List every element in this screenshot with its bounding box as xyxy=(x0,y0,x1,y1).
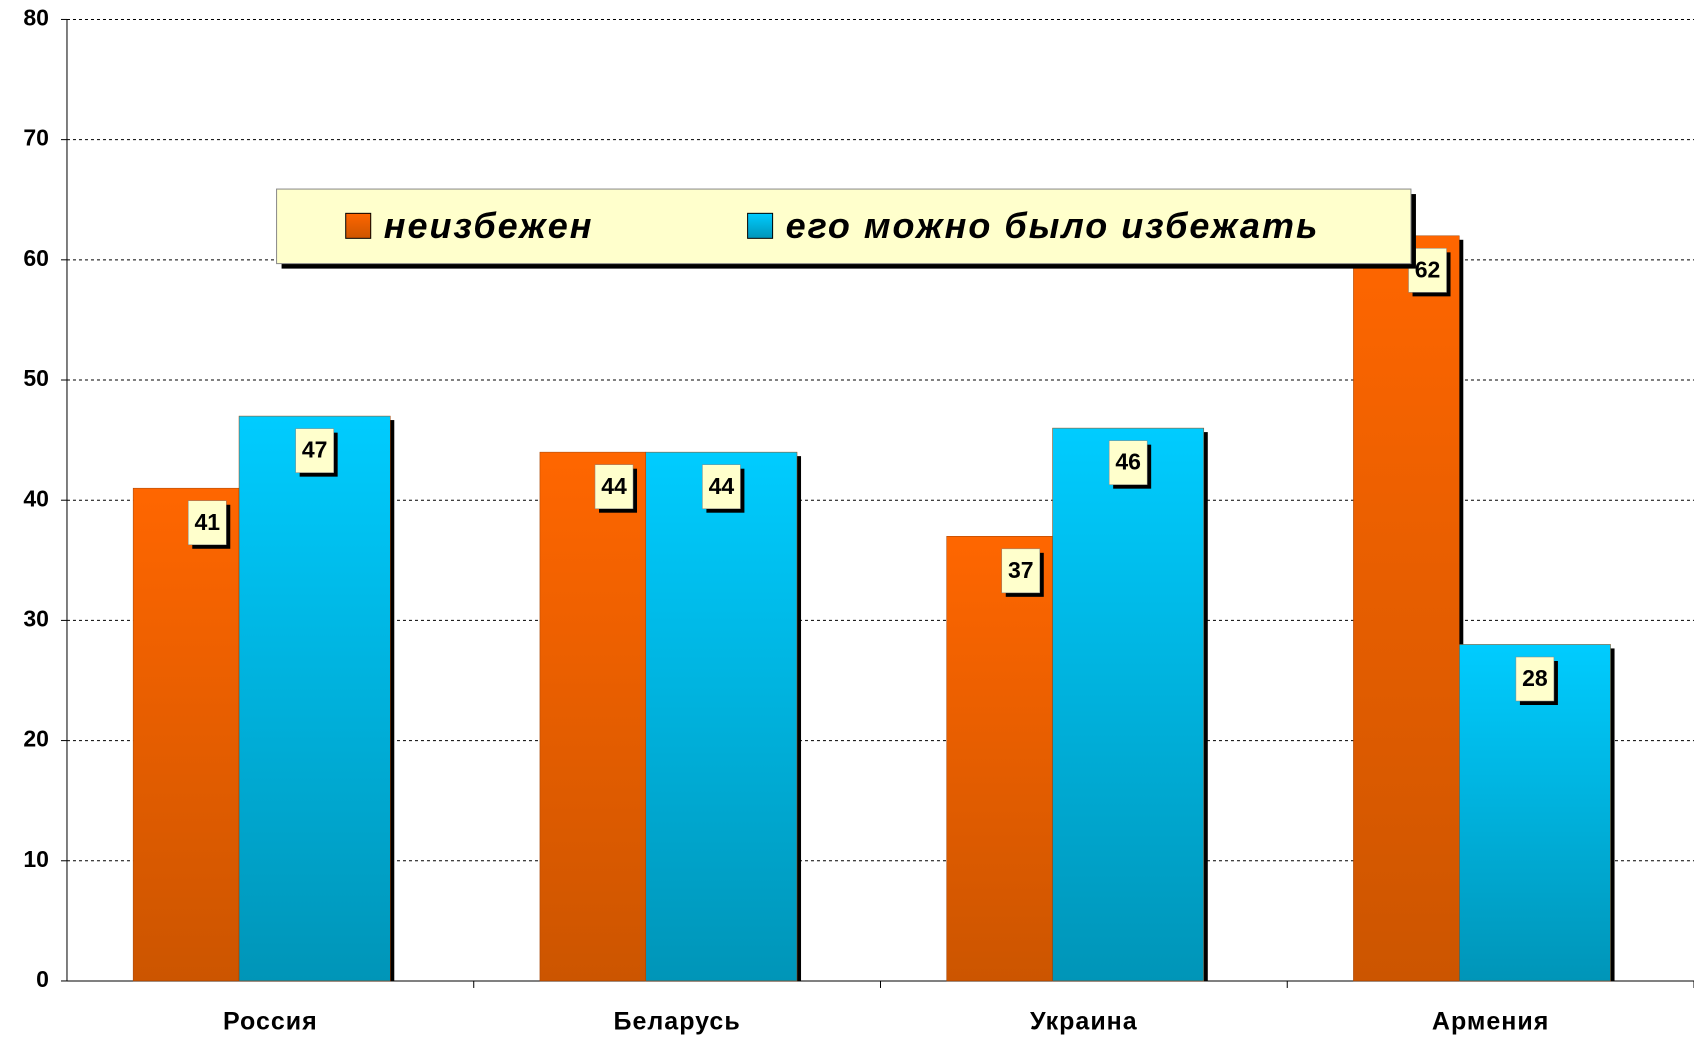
y-tick-label: 30 xyxy=(23,605,49,631)
data-label: 47 xyxy=(302,437,328,463)
bar xyxy=(539,451,647,982)
y-tick-label: 80 xyxy=(23,5,49,31)
legend-swatch xyxy=(747,212,774,239)
legend-swatch xyxy=(345,212,372,239)
legend xyxy=(276,188,1412,265)
y-tick-label: 40 xyxy=(23,485,49,511)
x-tick-label: Армения xyxy=(1432,1008,1549,1036)
y-tick-label: 60 xyxy=(23,245,49,271)
bar xyxy=(946,536,1053,982)
y-tick-label: 50 xyxy=(23,365,49,391)
data-label: 44 xyxy=(601,473,627,499)
x-tick-label: Украина xyxy=(1030,1008,1138,1036)
y-tick-label: 70 xyxy=(23,125,49,151)
bar xyxy=(1052,427,1205,982)
bar xyxy=(132,487,240,982)
data-label-box xyxy=(1515,656,1555,702)
legend-label: неизбежен xyxy=(384,205,594,246)
data-label-box xyxy=(1001,548,1041,594)
data-label: 62 xyxy=(1415,256,1441,282)
data-label: 41 xyxy=(194,509,220,535)
data-label: 44 xyxy=(709,473,735,499)
data-label-box xyxy=(1108,440,1148,485)
y-tick-label: 20 xyxy=(23,726,49,752)
data-label-box xyxy=(295,428,334,473)
y-tick-label: 0 xyxy=(36,966,49,992)
data-label-box xyxy=(188,500,227,546)
data-label: 37 xyxy=(1008,557,1034,583)
legend-label: его можно было избежать xyxy=(786,205,1320,246)
x-tick-label: Беларусь xyxy=(614,1008,741,1036)
data-label: 46 xyxy=(1115,449,1141,475)
x-tick-label: Россия xyxy=(223,1008,318,1036)
bar xyxy=(238,415,391,982)
data-label-box xyxy=(702,464,741,509)
data-label: 28 xyxy=(1522,665,1548,691)
data-label-box xyxy=(594,464,634,509)
bar xyxy=(645,451,798,982)
bar xyxy=(1353,235,1460,982)
y-tick-label: 10 xyxy=(23,846,49,872)
